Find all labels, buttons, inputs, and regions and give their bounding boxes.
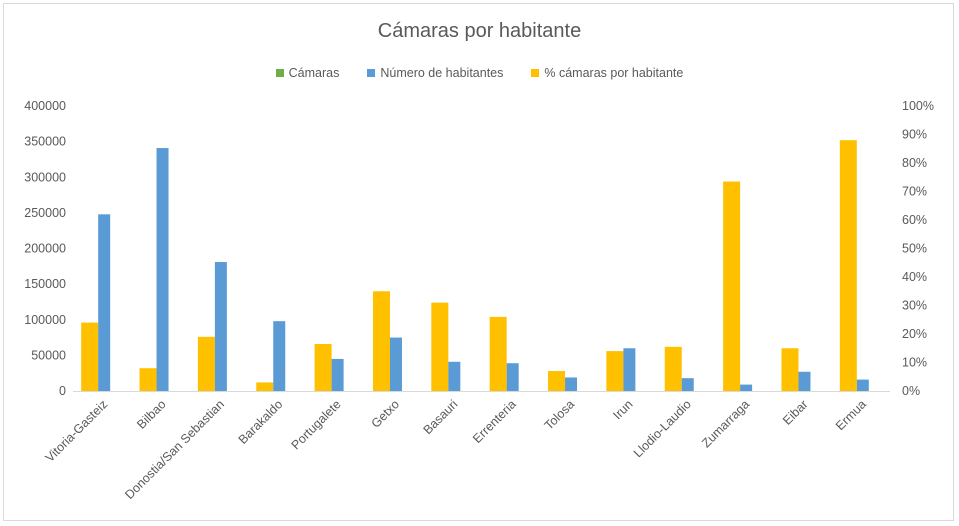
y-right-tick-label: 100% [902, 99, 934, 113]
bar-habitantes [565, 377, 578, 391]
bar-porcentaje [139, 368, 157, 391]
bar-porcentaje [314, 343, 332, 391]
bar-habitantes [273, 321, 286, 391]
bar-porcentaje [489, 316, 507, 391]
bar-porcentaje [839, 140, 857, 391]
bar-porcentaje [664, 346, 682, 391]
bar-habitantes [214, 262, 227, 391]
x-tick-label: Barakaldo [236, 397, 286, 447]
bar-habitantes [623, 348, 636, 391]
x-tick-label: Basauri [421, 397, 461, 437]
x-tick-label: Errenteria [470, 397, 519, 446]
x-tick-label: Llodio-Laudio [631, 397, 694, 460]
x-tick-label: Zumarraga [699, 397, 752, 450]
y-right-tick-label: 70% [902, 185, 927, 199]
x-tick-label: Eibar [780, 397, 811, 428]
x-tick-label: Portugalete [289, 397, 344, 452]
y-right-tick-label: 90% [902, 128, 927, 142]
y-left-tick-label: 350000 [24, 135, 66, 149]
bar-habitantes [98, 214, 111, 391]
bar-habitantes [448, 361, 461, 391]
y-left-tick-label: 400000 [24, 99, 66, 113]
bar-porcentaje [256, 382, 274, 391]
y-right-tick-label: 60% [902, 213, 927, 227]
y-left-tick-label: 100000 [24, 313, 66, 327]
y-left-tick-label: 150000 [24, 277, 66, 291]
y-left-tick-label: 50000 [31, 348, 66, 362]
bar-habitantes [798, 371, 811, 391]
legend-swatch-camaras [275, 69, 284, 77]
legend-label-habitantes: Número de habitantes [380, 66, 504, 80]
bar-habitantes [331, 358, 344, 391]
x-tick-label: Ermua [833, 397, 869, 433]
bar-porcentaje [548, 371, 566, 391]
y-right-tick-label: 0% [902, 384, 920, 398]
legend-label-camaras: Cámaras [288, 66, 340, 80]
x-tick-label: Getxo [369, 397, 403, 431]
legend-swatch-porcentaje [531, 69, 540, 77]
legend-item-porcentaje: % cámaras por habitante [531, 66, 683, 80]
bar-porcentaje [781, 348, 799, 391]
y-left-tick-label: 0 [59, 384, 66, 398]
legend: Cámaras Número de habitantes % cámaras p… [0, 66, 959, 80]
bar-porcentaje [372, 291, 390, 391]
bar-habitantes [681, 378, 694, 391]
y-right-tick-label: 80% [902, 156, 927, 170]
bar-porcentaje [606, 351, 624, 391]
y-right-tick-label: 30% [902, 299, 927, 313]
bar-porcentaje [723, 181, 741, 391]
y-right-tick-label: 50% [902, 242, 927, 256]
bar-habitantes [156, 148, 169, 391]
bar-porcentaje [81, 322, 99, 391]
legend-item-habitantes: Número de habitantes [367, 66, 503, 80]
x-tick-label: Irun [610, 397, 635, 422]
bar-habitantes [856, 379, 869, 391]
x-tick-label: Donostia/San Sebastian [122, 397, 227, 502]
y-right-tick-label: 20% [902, 327, 927, 341]
x-tick-label: Bilbao [134, 397, 169, 432]
x-tick-label: Tolosa [542, 397, 577, 432]
y-left-tick-label: 300000 [24, 170, 66, 184]
bar-habitantes [389, 337, 402, 391]
bar-habitantes [506, 363, 519, 391]
legend-label-porcentaje: % cámaras por habitante [544, 66, 684, 80]
bar-porcentaje [431, 302, 449, 391]
chart-title: Cámaras por habitante [377, 20, 582, 42]
bar-habitantes [740, 384, 753, 391]
x-tick-label: Vitoria-Gasteiz [43, 397, 111, 465]
legend-swatch-habitantes [367, 69, 376, 77]
y-left-tick-label: 250000 [24, 206, 66, 220]
legend-item-camaras: Cámaras [275, 66, 340, 80]
y-left-tick-label: 200000 [24, 242, 66, 256]
bar-porcentaje [197, 336, 215, 391]
y-right-tick-label: 10% [902, 356, 927, 370]
y-right-tick-label: 40% [902, 270, 927, 284]
